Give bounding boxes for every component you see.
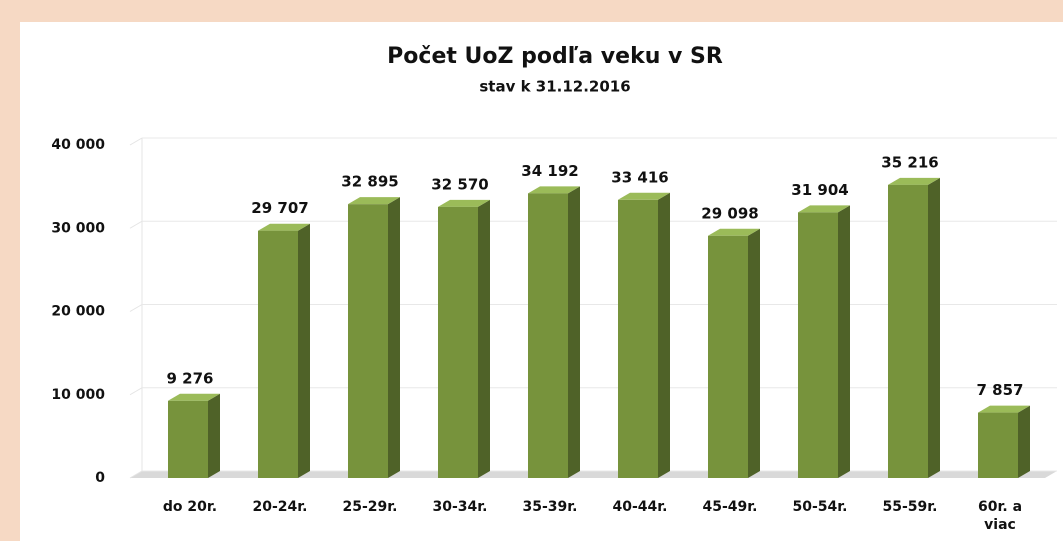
bar (348, 204, 388, 478)
bar-side (568, 186, 580, 478)
x-tick-label: 35-39r. (513, 498, 587, 516)
x-tick-label: 20-24r. (243, 498, 317, 516)
data-label: 35 216 (881, 153, 938, 171)
y-tick-label: 10 000 (51, 387, 105, 403)
bar (168, 401, 208, 478)
bar (528, 193, 568, 478)
bar-side (748, 229, 760, 478)
x-tick-label: 30-34r. (423, 498, 497, 516)
bar (438, 207, 478, 478)
bar-side (838, 205, 850, 478)
y-tick-label: 0 (95, 470, 105, 486)
y-tick-label: 40 000 (51, 137, 105, 153)
grid-line (130, 221, 142, 228)
grid-line (130, 305, 142, 312)
bar (708, 236, 748, 478)
bar-side (928, 178, 940, 478)
bar (888, 185, 928, 478)
x-tick-label: 50-54r. (783, 498, 857, 516)
x-tick-label: 40-44r. (603, 498, 677, 516)
grid-line (130, 388, 142, 395)
chart-title: Počet UoZ podľa veku v SR (387, 44, 723, 69)
x-tick-label: 45-49r. (693, 498, 767, 516)
x-tick-label: 55-59r. (873, 498, 947, 516)
data-label: 32 570 (431, 175, 488, 193)
data-label: 33 416 (611, 168, 668, 186)
data-label: 32 895 (341, 173, 398, 191)
bar (258, 231, 298, 478)
chart-subtitle: stav k 31.12.2016 (479, 78, 630, 96)
bar (618, 200, 658, 478)
bar-side (478, 200, 490, 478)
bar (798, 212, 838, 478)
data-label: 29 098 (701, 204, 758, 222)
y-tick-label: 30 000 (51, 220, 105, 236)
bar-side (208, 394, 220, 478)
data-label: 34 192 (521, 162, 578, 180)
bar (978, 413, 1018, 478)
data-label: 9 276 (167, 369, 214, 387)
bar-side (298, 224, 310, 478)
bar-side (1018, 406, 1030, 478)
x-tick-label: 60r. a viac (963, 498, 1037, 534)
bar-side (388, 197, 400, 478)
grid-line (130, 138, 142, 145)
bar-side (658, 193, 670, 478)
data-label: 7 857 (977, 381, 1024, 399)
chart: Počet UoZ podľa veku v SR stav k 31.12.2… (0, 0, 1063, 541)
y-tick-label: 20 000 (51, 304, 105, 320)
data-label: 31 904 (791, 181, 848, 199)
x-tick-label: 25-29r. (333, 498, 407, 516)
x-tick-label: do 20r. (153, 498, 227, 516)
data-label: 29 707 (251, 199, 308, 217)
page: {"chart_data": {"type": "bar", "title": … (0, 0, 1063, 541)
